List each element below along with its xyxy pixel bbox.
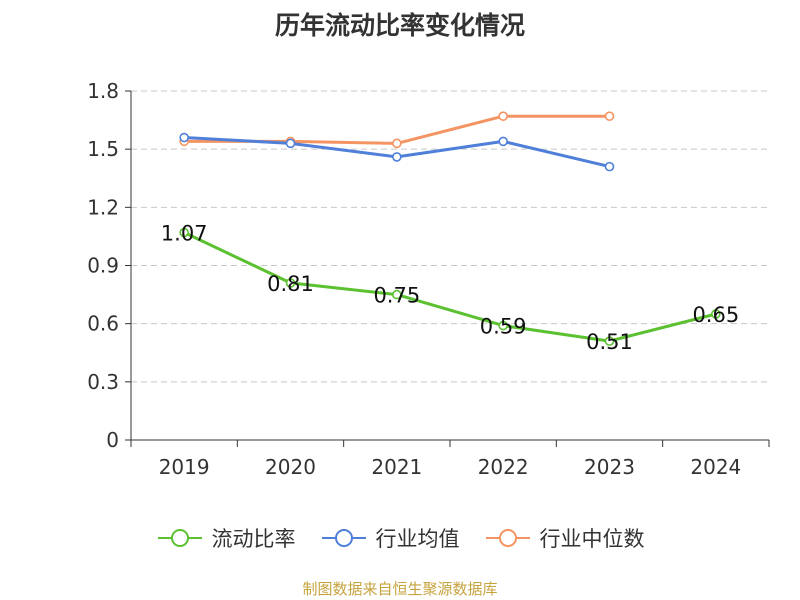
- y-tick-label: 0.6: [87, 312, 119, 336]
- data-point: [392, 289, 402, 300]
- data-point: [392, 138, 402, 149]
- data-point: [498, 111, 508, 122]
- legend-label: 行业中位数: [539, 527, 645, 551]
- chart-title: 历年流动比率变化情况: [274, 11, 525, 40]
- data-labels: 1.07 0.81 0.75 0.59 0.51 0.65: [161, 222, 739, 355]
- legend-label: 行业均值: [375, 527, 460, 551]
- data-point: [604, 111, 615, 122]
- data-point: [711, 309, 721, 319]
- legend-marker-icon: [157, 529, 202, 547]
- data-label: 0.51: [586, 330, 633, 354]
- data-point: [285, 278, 296, 288]
- data-point: [604, 336, 615, 346]
- axes: 0 0.3 0.6 0.9 1.2 1.5 1.8 2019 2020 2021 2022 2023 2…: [87, 79, 770, 479]
- series-lines: [179, 111, 721, 346]
- x-tick-label: 2019: [159, 455, 210, 479]
- legend: 流动比率 行业均值 行业中位数: [0, 520, 800, 556]
- data-point: [604, 161, 615, 172]
- x-tick-label: 2020: [265, 455, 316, 479]
- legend-item[interactable]: 行业均值: [320, 523, 460, 553]
- x-tick-label: 2022: [478, 455, 529, 479]
- y-tick-label: 0: [106, 428, 119, 452]
- y-tick-label: 1.5: [87, 137, 119, 161]
- x-tick-label: 2021: [371, 455, 422, 479]
- data-label: 0.81: [267, 272, 314, 296]
- legend-marker-icon: [485, 529, 530, 547]
- data-point: [179, 132, 189, 143]
- data-label: 1.07: [161, 222, 208, 246]
- y-tick-label: 1.8: [87, 79, 119, 103]
- y-tick-label: 0.3: [87, 370, 119, 394]
- legend-marker-icon: [321, 529, 366, 547]
- data-point: [285, 138, 296, 149]
- y-tick-label: 0.9: [87, 254, 119, 278]
- data-point: [179, 227, 189, 238]
- data-label: 0.65: [692, 303, 739, 327]
- legend-item[interactable]: 流动比率: [156, 523, 296, 553]
- y-tick-label: 1.2: [87, 195, 119, 219]
- data-label: 0.59: [480, 315, 527, 339]
- data-label: 0.75: [373, 284, 420, 308]
- legend-item[interactable]: 行业中位数: [484, 523, 645, 553]
- legend-label: 流动比率: [211, 527, 296, 551]
- x-tick-label: 2023: [584, 455, 635, 479]
- source-note: 制图数据来自恒生聚源数据库: [302, 580, 498, 598]
- data-point: [498, 320, 508, 331]
- data-point: [498, 136, 508, 147]
- series-line: [183, 231, 717, 343]
- grid-lines: [131, 90, 769, 383]
- x-tick-label: 2024: [690, 455, 741, 479]
- data-point: [392, 152, 402, 162]
